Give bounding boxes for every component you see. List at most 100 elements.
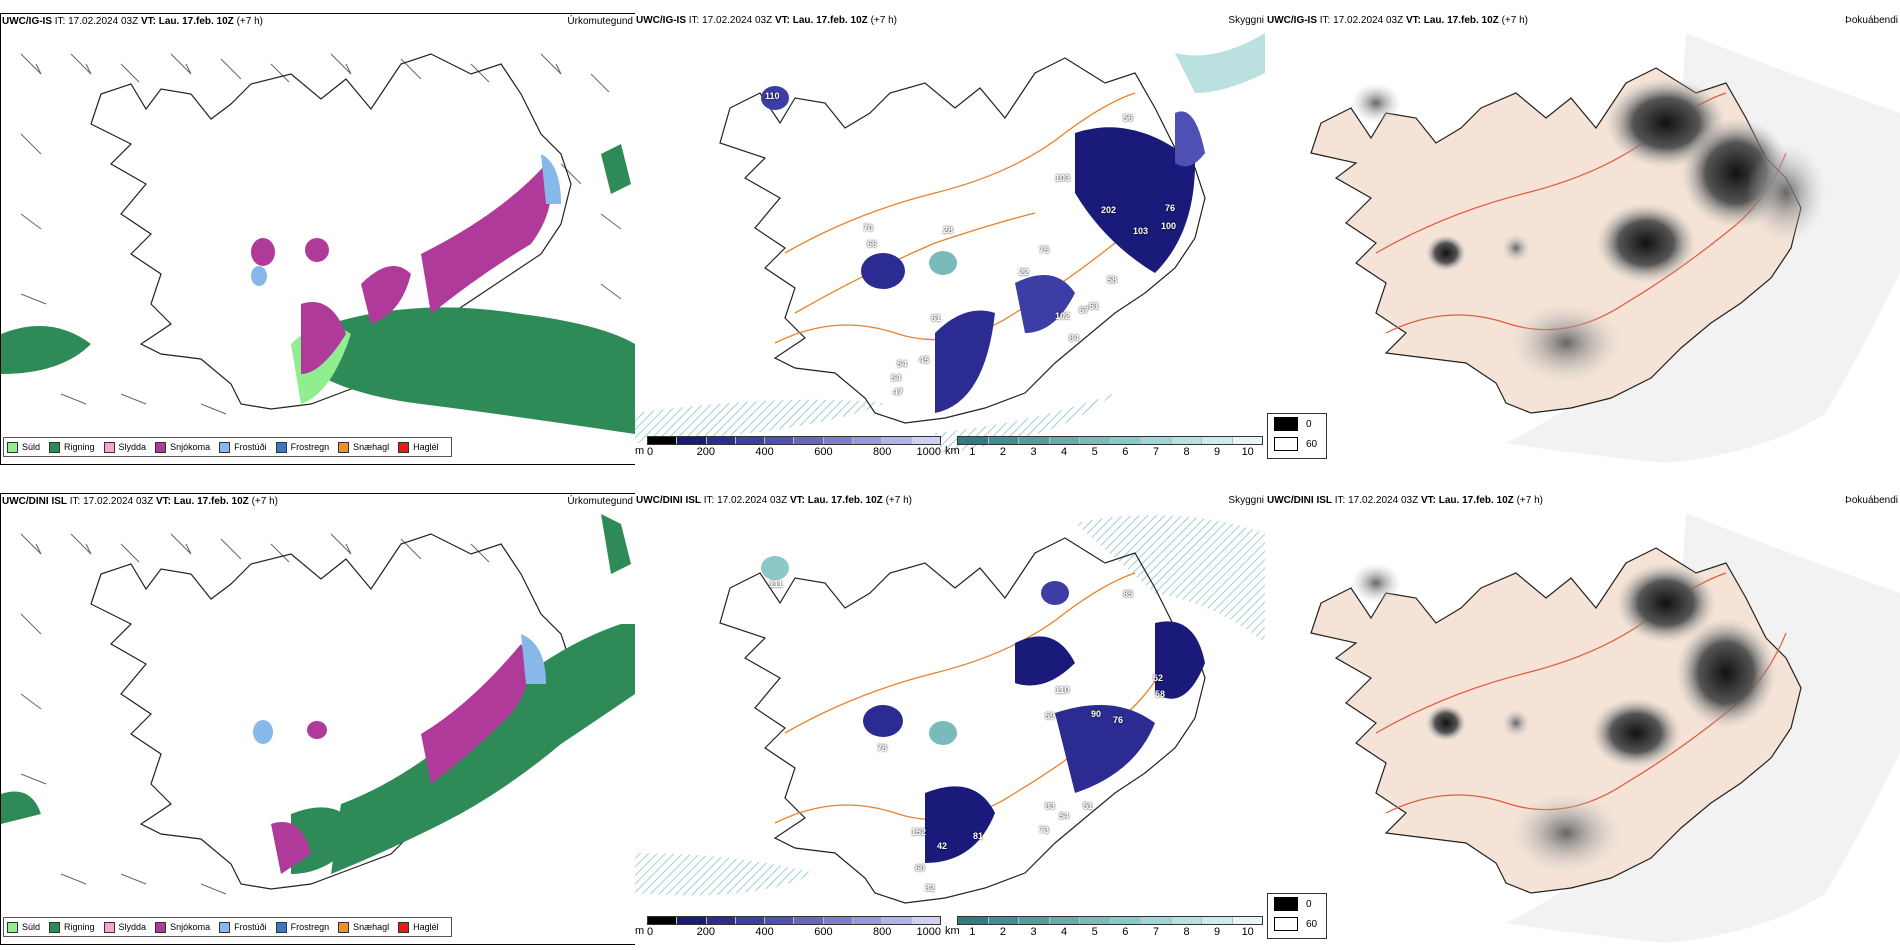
- precip-type-legend: Súld Rigning Slydda Snjókoma Frostúði Frostre…: [3, 917, 452, 937]
- lead-time: (+7 h): [1501, 15, 1528, 26]
- colorbar-tick: 800: [873, 926, 892, 938]
- fog-legend: 0 60: [1267, 893, 1327, 939]
- legend-item: Snjókoma: [155, 441, 211, 453]
- colorbar-segment: [1171, 437, 1202, 444]
- visibility-value-label: 54: [891, 373, 902, 383]
- iceland-outline: [719, 57, 1206, 424]
- visibility-value-label: 110: [1055, 685, 1070, 695]
- precip-type-map: [1, 514, 635, 895]
- legend-item: Slydda: [103, 921, 146, 933]
- colorbar-tick: 1: [969, 446, 976, 458]
- legend-label: Rigning: [64, 922, 95, 932]
- legend-item: Haglél: [398, 441, 439, 453]
- colorbar-segment: [823, 437, 854, 444]
- legend-swatch: [49, 921, 61, 933]
- model-name: UWC/DINI ISL: [636, 495, 701, 506]
- legend-item: 60: [1268, 914, 1326, 934]
- colorbar-unit: m: [635, 445, 645, 457]
- visibility-value-label: 32: [925, 883, 936, 893]
- visibility-value-label: 84: [1069, 333, 1080, 343]
- colorbar-tick: 4: [1061, 446, 1068, 458]
- map-header: UWC/DINI ISL IT: 17.02.2024 03Z VT: Lau.…: [2, 496, 278, 507]
- colorbar-segment: [1232, 437, 1262, 444]
- visibility-value-label: 110: [765, 91, 780, 101]
- colorbar-segment: [648, 917, 678, 924]
- valid-time: Lau. 17.feb. 10Z: [1423, 15, 1499, 26]
- panel-fog-row1: UWC/IG-IS IT: 17.02.2024 03Z VT: Lau. 17…: [1266, 13, 1900, 465]
- colorbar-tick: 4: [1061, 926, 1068, 938]
- colorbar-segment: [1049, 917, 1080, 924]
- colorbar-tick: 8: [1183, 926, 1190, 938]
- panel-title: Úrkomutegund: [567, 16, 633, 27]
- lead-time: (+7 h): [1516, 495, 1543, 506]
- legend-label: Frostregn: [290, 442, 330, 452]
- legend-label: Slydda: [118, 442, 147, 452]
- visibility-map: [635, 515, 1265, 904]
- lead-time: (+7 h): [870, 15, 897, 26]
- legend-label: 60: [1306, 918, 1318, 930]
- issue-time: IT: 17.02.2024 03Z: [54, 16, 139, 27]
- colorbar-segment: [1110, 917, 1141, 924]
- colorbar-segment: [1171, 917, 1202, 924]
- legend-swatch: [1274, 917, 1298, 931]
- colorbar-segment: [988, 917, 1019, 924]
- visibility-value-label: 67: [1079, 305, 1090, 315]
- legend-item: 60: [1268, 434, 1326, 454]
- legend-label: Haglél: [413, 922, 439, 932]
- visibility-value-label: 93: [1045, 801, 1056, 811]
- visibility-value-label: 102: [1055, 311, 1071, 321]
- visibility-value-label: 73: [1039, 825, 1050, 835]
- visibility-value-label: 56: [1123, 113, 1134, 123]
- legend-item: Frostregn: [275, 441, 330, 453]
- colorbar-tick: 1: [969, 926, 976, 938]
- colorbar-tick: 800: [873, 446, 892, 458]
- colorbar-segment: [1049, 437, 1080, 444]
- model-name: UWC/IG-IS: [2, 16, 52, 27]
- colorbar-segment: [1202, 437, 1233, 444]
- colorbar-segment: [1141, 437, 1172, 444]
- visibility-value-label: 100: [1161, 221, 1177, 231]
- visibility-colorbar-meters: m 0 200 400 600 800 1000: [635, 436, 941, 458]
- legend-label: Frostúði: [234, 922, 267, 932]
- legend-swatch: [1274, 417, 1298, 431]
- model-name: UWC/IG-IS: [1267, 15, 1317, 26]
- colorbar-segment: [1232, 917, 1262, 924]
- panel-title: Skyggni: [1228, 495, 1264, 506]
- colorbar-segment: [988, 437, 1019, 444]
- legend-label: 60: [1306, 438, 1318, 450]
- precip-areas: [1, 144, 635, 434]
- colorbar-tick: 6: [1122, 926, 1129, 938]
- visibility-value-label: 51: [1083, 801, 1094, 811]
- legend-label: Snjókoma: [170, 442, 211, 452]
- map-header: UWC/IG-IS IT: 17.02.2024 03Z VT: Lau. 17…: [1267, 15, 1528, 26]
- colorbar-tick: 9: [1214, 926, 1221, 938]
- visibility-value-label: 76: [1113, 715, 1124, 725]
- precip-type-legend: Súld Rigning Slydda Snjókoma Frostúði Frostre…: [3, 437, 452, 457]
- valid-label: VT:: [140, 16, 156, 27]
- colorbar-tick: 6: [1122, 446, 1129, 458]
- colorbar-unit: km: [945, 925, 960, 937]
- fog-map: [1310, 33, 1900, 463]
- colorbar-unit: km: [945, 445, 960, 457]
- valid-label: VT:: [774, 15, 790, 26]
- visibility-value-label: 111: [769, 579, 784, 589]
- legend-swatch: [275, 441, 287, 453]
- colorbar-tick: 3: [1030, 926, 1037, 938]
- visibility-colorbar-meters: m 0 200 400 600 800 1000: [635, 916, 941, 938]
- legend-swatch: [219, 921, 231, 933]
- colorbar-tick: 200: [696, 926, 715, 938]
- visibility-map: [635, 33, 1265, 453]
- legend-label: Snæhagl: [353, 442, 390, 452]
- panel-precip-type-row2: UWC/DINI ISL IT: 17.02.2024 03Z VT: Lau.…: [0, 493, 636, 945]
- issue-time: IT: 17.02.2024 03Z: [1334, 495, 1419, 506]
- colorbar-tick: 1000: [916, 926, 941, 938]
- valid-label: VT:: [1405, 15, 1421, 26]
- fog-areas: [1351, 563, 1776, 873]
- colorbar-tick: 10: [1241, 926, 1254, 938]
- visibility-value-label: 75: [1039, 245, 1050, 255]
- colorbar-segment: [706, 437, 736, 444]
- map-header: UWC/DINI ISL IT: 17.02.2024 03Z VT: Lau.…: [1267, 495, 1543, 506]
- visibility-value-label: 78: [877, 743, 888, 753]
- visibility-value-label: 54: [1059, 811, 1070, 821]
- valid-label: VT:: [155, 496, 171, 507]
